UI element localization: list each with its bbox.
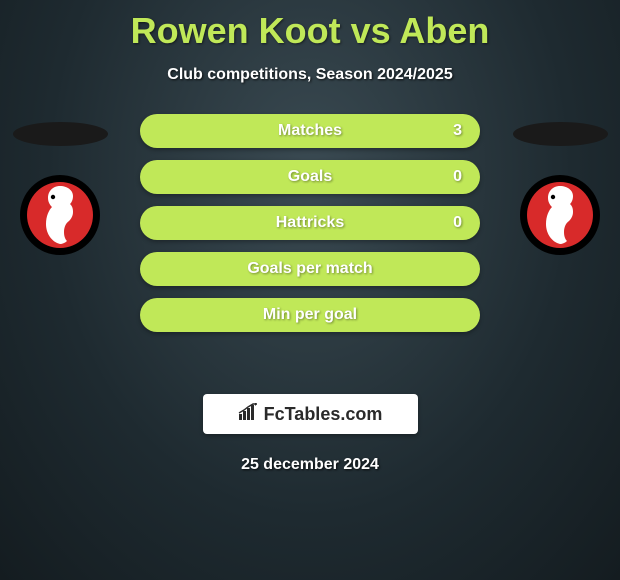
bar-chart-icon xyxy=(238,403,260,426)
stat-row-goals: Goals 0 xyxy=(140,160,480,194)
stat-row-matches: Matches 3 xyxy=(140,114,480,148)
stat-label: Matches xyxy=(140,122,480,140)
stat-row-goals-per-match: Goals per match xyxy=(140,252,480,286)
stat-row-min-per-goal: Min per goal xyxy=(140,298,480,332)
club-badge-right xyxy=(519,174,601,256)
stat-row-hattricks: Hattricks 0 xyxy=(140,206,480,240)
club-badge-left xyxy=(19,174,101,256)
stat-label: Goals xyxy=(140,168,480,186)
stat-label: Min per goal xyxy=(140,306,480,324)
stat-label: Hattricks xyxy=(140,214,480,232)
player-right-shadow xyxy=(513,122,608,146)
brand-box: FcTables.com xyxy=(203,394,418,434)
comparison-area: Matches 3 Goals 0 Hattricks 0 Goals per … xyxy=(0,114,620,374)
player-left-shadow xyxy=(13,122,108,146)
page-subtitle: Club competitions, Season 2024/2025 xyxy=(0,66,620,84)
stat-value-right: 3 xyxy=(453,122,462,140)
stat-label: Goals per match xyxy=(140,260,480,278)
stat-value-right: 0 xyxy=(453,168,462,186)
stats-list: Matches 3 Goals 0 Hattricks 0 Goals per … xyxy=(140,114,480,332)
player-right-column xyxy=(510,114,610,256)
footer-date: 25 december 2024 xyxy=(0,456,620,474)
brand-text: FcTables.com xyxy=(264,404,383,425)
page-title: Rowen Koot vs Aben xyxy=(0,0,620,52)
stat-value-right: 0 xyxy=(453,214,462,232)
player-left-column xyxy=(10,114,110,256)
